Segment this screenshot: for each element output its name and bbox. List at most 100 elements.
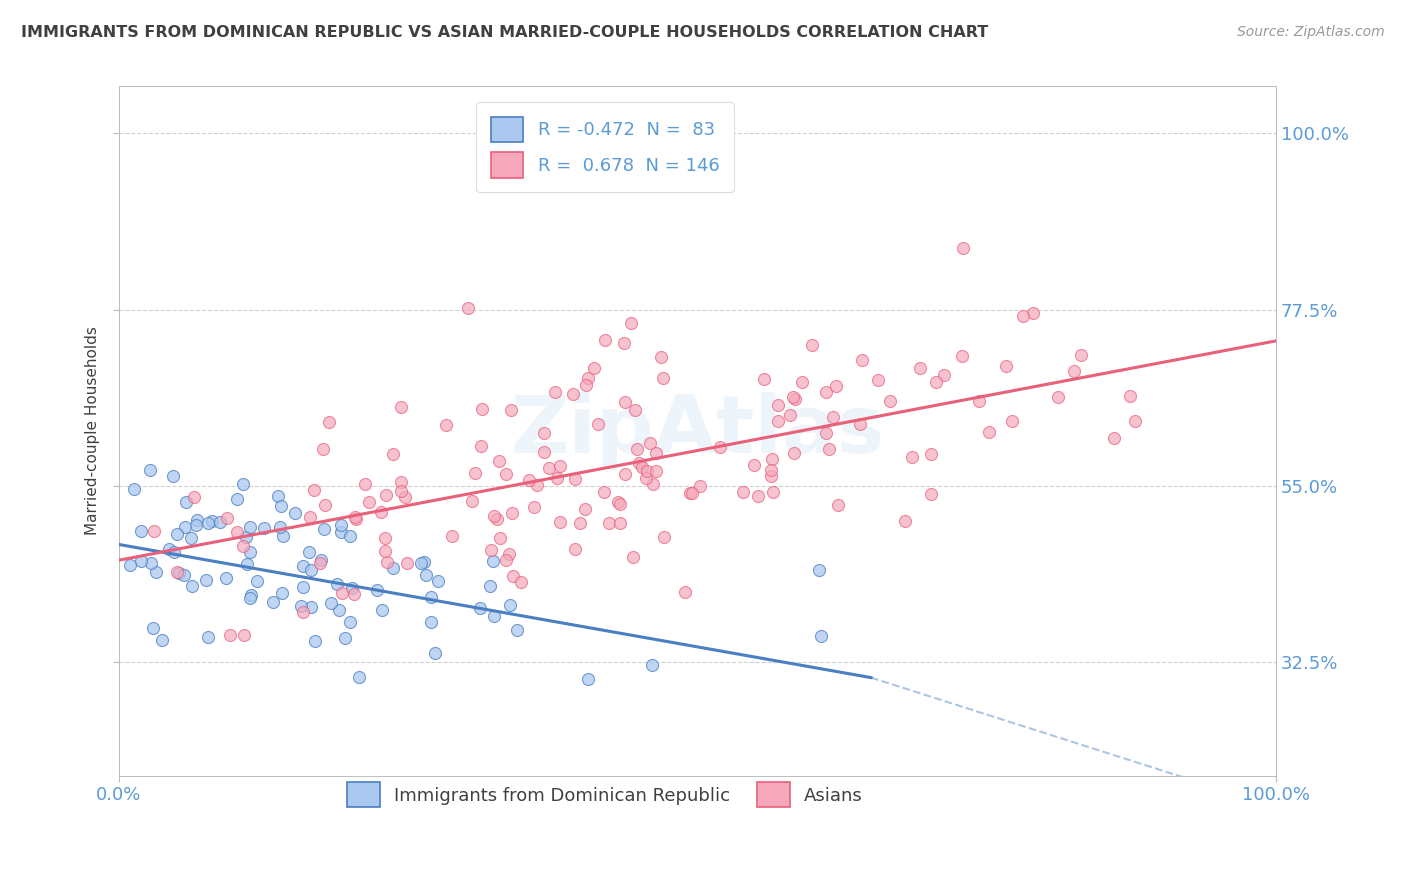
Point: [434, 418, 457, 433]
Point: [593, 485, 616, 500]
Point: [478, 579, 501, 593]
Point: [343, 587, 366, 601]
Point: [868, 373, 890, 387]
Point: [197, 630, 219, 644]
Point: [814, 425, 837, 440]
Point: [226, 491, 249, 506]
Point: [1001, 413, 1024, 427]
Point: [176, 494, 198, 508]
Point: [173, 520, 195, 534]
Point: [486, 512, 509, 526]
Point: [215, 511, 238, 525]
Point: [394, 490, 416, 504]
Point: [157, 542, 180, 557]
Text: IMMIGRANTS FROM DOMINICAN REPUBLIC VS ASIAN MARRIED-COUPLE HOUSEHOLDS CORRELATIO: IMMIGRANTS FROM DOMINICAN REPUBLIC VS AS…: [21, 25, 988, 40]
Point: [544, 385, 567, 400]
Point: [340, 581, 363, 595]
Point: [239, 588, 262, 602]
Point: [309, 553, 332, 567]
Text: Source: ZipAtlas.com: Source: ZipAtlas.com: [1237, 25, 1385, 39]
Point: [783, 392, 806, 406]
Point: [370, 505, 392, 519]
Point: [389, 484, 412, 499]
Point: [731, 485, 754, 500]
Point: [162, 468, 184, 483]
Point: [613, 467, 636, 482]
Point: [626, 442, 648, 456]
Y-axis label: Married-couple Households: Married-couple Households: [86, 326, 100, 535]
Point: [546, 470, 568, 484]
Point: [291, 558, 314, 573]
Point: [201, 514, 224, 528]
Point: [640, 658, 662, 673]
Point: [752, 371, 775, 385]
Text: ZipAtlas: ZipAtlas: [510, 392, 884, 470]
Point: [502, 569, 524, 583]
Point: [759, 469, 782, 483]
Point: [139, 463, 162, 477]
Point: [253, 521, 276, 535]
Point: [396, 556, 419, 570]
Point: [827, 498, 849, 512]
Point: [235, 557, 257, 571]
Point: [374, 544, 396, 558]
Point: [291, 605, 314, 619]
Point: [967, 394, 990, 409]
Point: [807, 563, 830, 577]
Point: [501, 507, 523, 521]
Point: [783, 446, 806, 460]
Point: [219, 627, 242, 641]
Point: [180, 531, 202, 545]
Point: [641, 476, 664, 491]
Point: [420, 615, 443, 630]
Point: [482, 508, 505, 523]
Point: [314, 498, 336, 512]
Point: [291, 580, 314, 594]
Point: [627, 456, 650, 470]
Point: [681, 486, 703, 500]
Point: [607, 495, 630, 509]
Point: [1119, 389, 1142, 403]
Point: [266, 489, 288, 503]
Point: [689, 479, 711, 493]
Point: [389, 475, 412, 489]
Point: [564, 541, 586, 556]
Point: [420, 590, 443, 604]
Point: [235, 531, 257, 545]
Point: [371, 603, 394, 617]
Point: [312, 442, 335, 457]
Point: [548, 459, 571, 474]
Point: [233, 627, 256, 641]
Point: [375, 555, 398, 569]
Point: [270, 499, 292, 513]
Point: [308, 556, 330, 570]
Point: [920, 447, 942, 461]
Point: [299, 600, 322, 615]
Point: [621, 550, 644, 565]
Point: [636, 471, 658, 485]
Point: [330, 586, 353, 600]
Point: [304, 634, 326, 648]
Point: [979, 425, 1001, 439]
Point: [441, 529, 464, 543]
Point: [564, 472, 586, 486]
Point: [246, 574, 269, 588]
Point: [526, 477, 548, 491]
Point: [1102, 431, 1125, 445]
Point: [166, 565, 188, 579]
Point: [613, 395, 636, 409]
Legend: Immigrants from Dominican Republic, Asians: Immigrants from Dominican Republic, Asia…: [340, 775, 870, 814]
Point: [321, 596, 343, 610]
Point: [1046, 390, 1069, 404]
Point: [586, 417, 609, 431]
Point: [389, 400, 412, 414]
Point: [415, 567, 437, 582]
Point: [412, 555, 434, 569]
Point: [118, 558, 141, 572]
Point: [471, 401, 494, 416]
Point: [194, 573, 217, 587]
Point: [709, 441, 731, 455]
Point: [122, 482, 145, 496]
Point: [575, 378, 598, 392]
Point: [314, 522, 336, 536]
